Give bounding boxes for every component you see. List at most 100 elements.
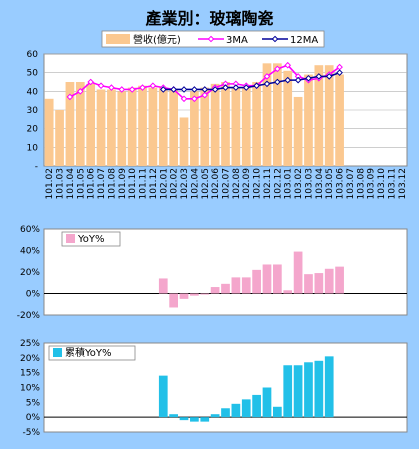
legend-box-2 xyxy=(61,231,121,247)
revenue-bar xyxy=(75,82,85,166)
ma3-point xyxy=(76,88,84,95)
y-tick-label-3: 0% xyxy=(26,413,41,423)
cumulative-yoy-bar xyxy=(273,406,282,418)
legend-box-3 xyxy=(48,345,136,361)
ma12-point xyxy=(315,73,323,80)
revenue-bar xyxy=(96,89,106,166)
x-tick-label: 102.05 xyxy=(201,168,211,200)
legend-label-yoy: YoY% xyxy=(77,234,105,245)
yoy-bar xyxy=(190,293,199,296)
yoy-bar xyxy=(273,264,282,294)
ma3-point xyxy=(87,78,94,86)
y-tick-label-1: 30 xyxy=(27,106,39,116)
x-tick-label: 103.08 xyxy=(356,168,366,200)
ma12-point xyxy=(284,76,292,84)
x-tick-label: 101.11 xyxy=(139,168,149,200)
x-tick-label: 102.06 xyxy=(211,168,221,200)
ma12-point xyxy=(211,86,219,93)
ma3-point xyxy=(191,95,198,103)
legend-label-3ma: 3MA xyxy=(226,35,248,46)
ma3-point xyxy=(274,65,281,73)
x-tick-label: 102.01 xyxy=(159,168,169,200)
revenue-bar xyxy=(293,96,303,166)
x-tick-label: 101.05 xyxy=(76,168,86,200)
y-tick-label-1: 60 xyxy=(27,50,39,60)
ma3-point xyxy=(139,84,146,91)
x-tick-label: 103.05 xyxy=(325,168,335,200)
x-tick-label: 101.02 xyxy=(45,168,55,200)
revenue-bar xyxy=(200,87,210,166)
cumulative-yoy-bar xyxy=(210,414,220,418)
ma12-point xyxy=(222,84,229,91)
revenue-bar xyxy=(179,117,189,166)
y-tick-label-1: 40 xyxy=(27,87,39,97)
cumulative-yoy-bar xyxy=(241,399,251,418)
x-tick-label: 103.10 xyxy=(377,168,387,200)
cumulative-yoy-bar xyxy=(283,365,293,418)
revenue-bar xyxy=(304,74,313,166)
x-tick-label: 102.03 xyxy=(180,168,190,200)
cumulative-yoy-bar xyxy=(252,394,261,418)
x-tick-label: 102.08 xyxy=(232,168,242,200)
yoy-bar xyxy=(210,287,220,294)
y-tick-label-1: - xyxy=(35,162,38,172)
ma3-point xyxy=(284,61,292,69)
revenue-bar xyxy=(158,87,168,166)
revenue-bar xyxy=(55,110,64,166)
revenue-bar xyxy=(107,89,116,166)
yoy-bar xyxy=(335,266,344,294)
x-tick-label: 102.07 xyxy=(222,168,232,200)
ma12-point xyxy=(263,80,271,88)
y-tick-label-1: 10 xyxy=(27,143,39,153)
yoy-bar xyxy=(169,293,178,308)
ma3-point xyxy=(149,82,157,90)
cumulative-yoy-bar xyxy=(293,365,303,418)
ma12-point xyxy=(305,74,312,82)
yoy-bar xyxy=(241,277,251,294)
revenue-bar xyxy=(190,91,199,166)
ma3-point xyxy=(201,91,209,99)
y-tick-label-3: 10% xyxy=(20,384,40,394)
y-tick-label-2: 60% xyxy=(20,225,40,235)
x-tick-label: 101.10 xyxy=(128,168,138,200)
x-tick-label: 103.06 xyxy=(336,168,346,200)
x-tick-label: 102.04 xyxy=(190,168,200,200)
legend-swatch-yoy xyxy=(66,234,75,243)
cumulative-yoy-bar xyxy=(221,408,230,418)
x-tick-label: 103.12 xyxy=(398,168,408,200)
ma12-point xyxy=(253,82,260,90)
chart-title: 產業別：玻璃陶瓷 xyxy=(145,9,273,28)
revenue-bar xyxy=(138,85,147,166)
cumulative-yoy-bar xyxy=(190,417,199,422)
ma3-point xyxy=(97,82,105,90)
cumulative-yoy-bar xyxy=(304,362,313,418)
yoy-bar xyxy=(231,277,241,294)
y-tick-label-3: 15% xyxy=(20,369,40,379)
yoy-bar xyxy=(262,264,272,294)
revenue-bar xyxy=(148,87,158,166)
ma3-point xyxy=(128,86,136,93)
y-tick-label-3: -5% xyxy=(22,428,40,438)
cumulative-yoy-bar xyxy=(262,387,272,418)
cumulative-yoy-bar xyxy=(158,375,168,418)
x-tick-label: 102.10 xyxy=(253,168,263,200)
ma12-point xyxy=(274,78,281,86)
x-tick-label: 103.11 xyxy=(387,168,397,200)
ma3-point xyxy=(108,84,115,91)
yoy-bar xyxy=(158,278,168,294)
legend-swatch-revenue xyxy=(106,34,130,44)
legend-label-revenue: 營收(億元) xyxy=(133,33,181,46)
x-tick-label: 101.04 xyxy=(66,168,76,200)
x-tick-label: 103.09 xyxy=(367,168,377,200)
x-tick-label: 103.02 xyxy=(294,168,304,200)
cumulative-yoy-bar xyxy=(314,360,324,418)
yoy-bar xyxy=(304,274,313,294)
x-tick-label: 101.03 xyxy=(56,168,66,200)
yoy-bar xyxy=(179,293,189,299)
y-tick-label-2: -20% xyxy=(17,311,41,321)
x-tick-label: 103.07 xyxy=(346,168,356,200)
legend-marker-3ma xyxy=(207,35,215,43)
x-tick-label: 102.12 xyxy=(273,168,283,200)
x-tick-label: 101.08 xyxy=(107,168,117,200)
